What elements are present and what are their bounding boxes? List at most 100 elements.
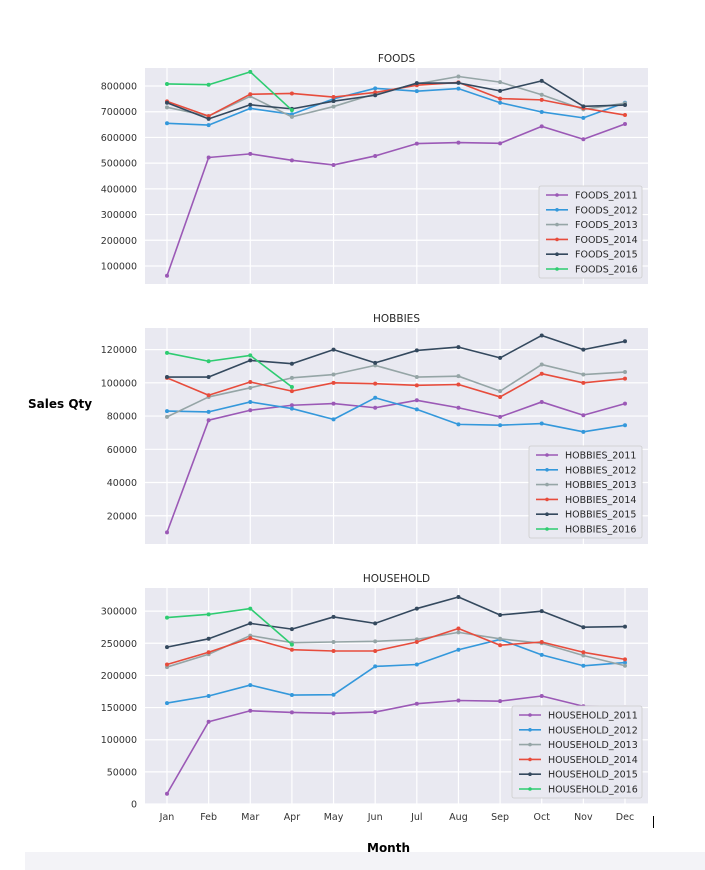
- legend-marker: [528, 772, 532, 776]
- x-tick-label: Feb: [200, 812, 217, 823]
- data-point: [206, 719, 211, 724]
- data-point: [289, 361, 294, 366]
- data-point: [248, 408, 253, 413]
- data-point: [331, 640, 336, 644]
- data-point: [331, 372, 336, 377]
- data-point: [165, 100, 169, 105]
- data-point: [456, 345, 461, 350]
- data-point: [498, 355, 503, 360]
- y-tick-label: 120000: [101, 345, 137, 356]
- data-point: [165, 662, 169, 667]
- data-point: [498, 80, 503, 85]
- data-point: [248, 151, 253, 156]
- data-point: [165, 409, 169, 414]
- legend-label: HOUSEHOLD_2015: [548, 770, 638, 781]
- series-foods_2011: [165, 122, 627, 278]
- data-point: [165, 615, 169, 620]
- y-tick-label: 100000: [101, 378, 137, 389]
- data-point: [414, 141, 419, 146]
- data-point: [498, 414, 503, 419]
- subplot-title: HOUSEHOLD: [363, 573, 430, 585]
- data-point: [539, 92, 544, 97]
- legend-marker: [545, 527, 549, 531]
- data-point: [456, 80, 461, 85]
- data-point: [456, 140, 461, 145]
- data-point: [498, 423, 503, 428]
- series-line: [167, 334, 626, 378]
- data-point: [206, 123, 211, 128]
- data-point: [165, 701, 169, 706]
- series-line: [166, 695, 626, 795]
- data-point: [373, 153, 378, 158]
- data-point: [331, 104, 336, 109]
- legend-marker: [545, 468, 549, 472]
- data-point: [373, 639, 378, 644]
- data-point: [456, 422, 461, 427]
- data-point: [206, 155, 211, 160]
- data-point: [331, 99, 336, 104]
- data-point: [456, 595, 461, 599]
- y-tick-label: 200000: [101, 671, 137, 682]
- y-tick-label: 20000: [107, 511, 137, 522]
- data-point: [165, 273, 169, 278]
- legend-label: FOODS_2012: [575, 205, 638, 216]
- data-point: [456, 698, 461, 703]
- legend-marker: [528, 757, 532, 762]
- x-tick-label: Sep: [491, 812, 509, 823]
- data-point: [539, 371, 544, 376]
- data-point: [289, 710, 294, 715]
- data-point: [206, 116, 211, 121]
- legend-marker: [528, 742, 532, 747]
- data-point: [289, 91, 294, 96]
- data-point: [289, 158, 294, 163]
- data-point: [331, 614, 336, 619]
- x-tick-label: Nov: [574, 812, 593, 823]
- data-point: [498, 613, 503, 617]
- data-point: [414, 398, 419, 403]
- subplot-title: HOBBIES: [373, 313, 420, 325]
- legend-label: HOUSEHOLD_2012: [548, 725, 638, 736]
- data-point: [331, 711, 336, 716]
- data-point: [248, 92, 253, 97]
- data-point: [623, 113, 627, 118]
- data-point: [414, 348, 419, 353]
- data-point: [623, 423, 627, 428]
- data-point: [539, 78, 544, 83]
- data-point: [248, 636, 253, 641]
- data-point: [581, 137, 586, 142]
- data-point: [289, 693, 294, 698]
- data-point: [373, 90, 378, 95]
- data-point: [248, 380, 253, 384]
- x-tick-label: Mar: [241, 812, 259, 823]
- data-point: [539, 109, 544, 114]
- data-point: [456, 382, 461, 387]
- data-point: [581, 653, 586, 658]
- legend-marker: [528, 728, 532, 732]
- data-point: [206, 359, 211, 364]
- data-point: [498, 636, 503, 641]
- data-point: [331, 347, 336, 352]
- text-cursor: [653, 816, 654, 828]
- legend-marker: [545, 453, 549, 457]
- data-point: [206, 393, 211, 398]
- legend: FOODS_2011 FOODS_2012 FOODS_2013 FOODS_2014…: [538, 185, 643, 279]
- data-point: [248, 708, 253, 713]
- y-tick-label: 600000: [101, 133, 137, 144]
- series-hobbies_2014: [165, 371, 627, 399]
- data-point: [373, 360, 378, 365]
- data-point: [414, 81, 419, 86]
- legend-label: HOUSEHOLD_2011: [548, 711, 638, 722]
- series-line: [166, 80, 626, 120]
- x-tick-label: Aug: [449, 812, 468, 823]
- data-point: [373, 710, 378, 715]
- data-point: [206, 375, 211, 380]
- data-point: [248, 683, 253, 688]
- data-point: [539, 694, 544, 698]
- data-point: [498, 100, 503, 105]
- data-point: [373, 395, 378, 400]
- legend-label: FOODS_2015: [575, 250, 638, 261]
- x-tick-label: Apr: [284, 812, 301, 823]
- data-point: [206, 694, 211, 698]
- series-household_2012: [165, 637, 627, 706]
- y-tick-label: 150000: [101, 703, 137, 714]
